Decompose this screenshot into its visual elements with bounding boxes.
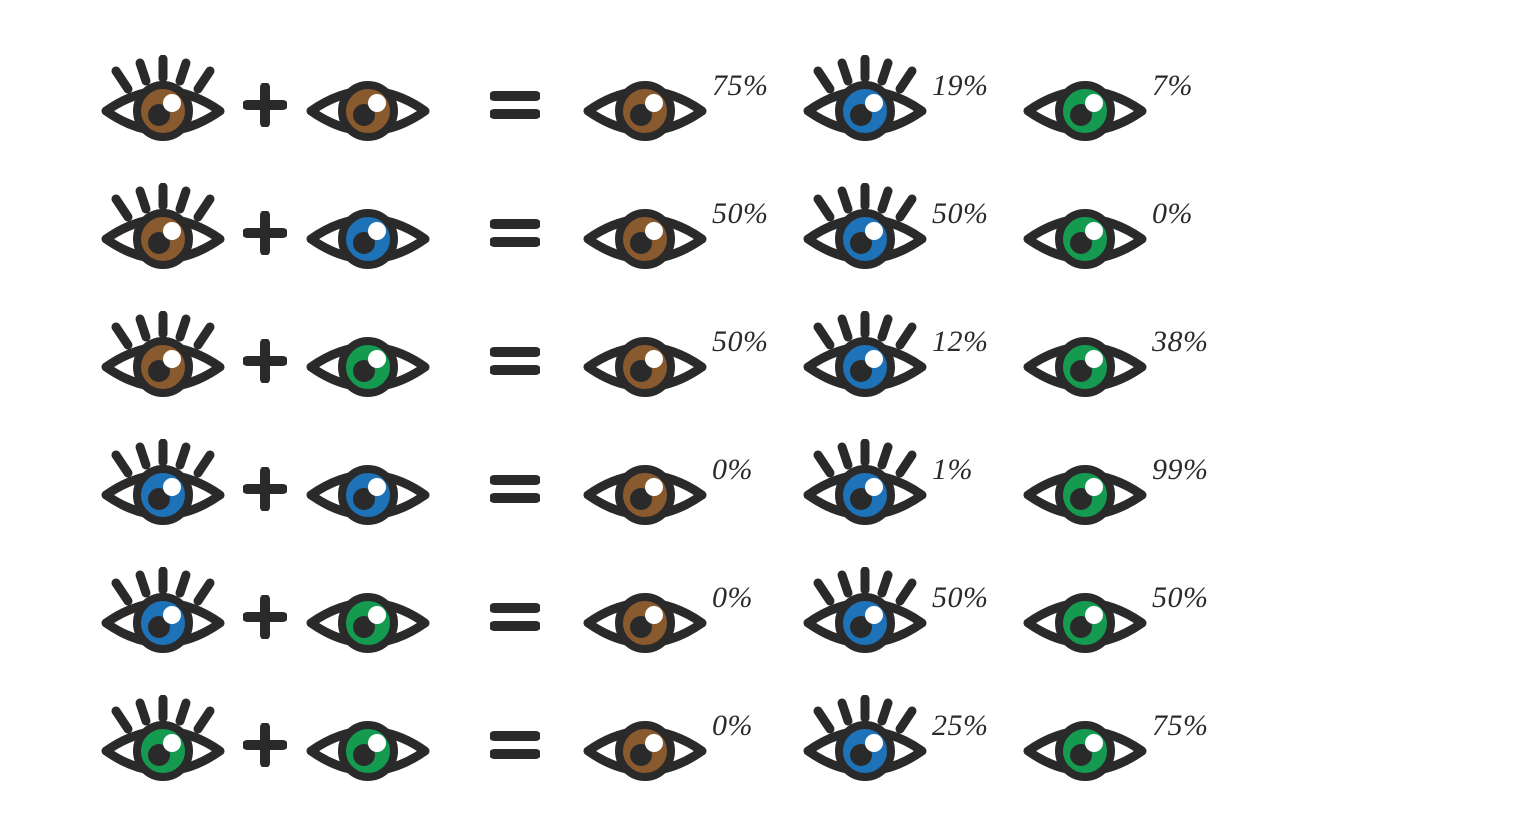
result-percent: 12% [930,311,1020,359]
result-item: 75% [1020,695,1240,795]
parent1-eye-icon [90,55,235,155]
result-item: 50% [800,567,1020,667]
combination-row: 0% 1% 99% [90,434,1430,544]
plus-icon [235,467,295,511]
result-percent: 0% [710,439,800,487]
result-eye-icon [1020,567,1150,667]
result-eye-icon [1020,695,1150,795]
result-percent: 25% [930,695,1020,743]
parent1-eye-icon [90,311,235,411]
result-eye-icon [800,55,930,155]
parent2-eye-icon [295,439,440,539]
result-eye-icon [800,439,930,539]
result-item: 19% [800,55,1020,155]
parent2-eye-icon [295,311,440,411]
result-percent: 75% [710,55,800,103]
plus-icon [235,339,295,383]
result-percent: 50% [930,183,1020,231]
equals-icon [450,730,580,760]
eye-color-chart: 75% 19% 7% [0,0,1520,840]
result-percent: 0% [710,567,800,615]
result-item: 50% [800,183,1020,283]
result-item: 12% [800,311,1020,411]
result-eye-icon [800,311,930,411]
result-item: 7% [1020,55,1240,155]
combination-row: 0% 50% 50% [90,562,1430,672]
result-percent: 1% [930,439,1020,487]
combination-row: 50% 50% 0% [90,178,1430,288]
result-eye-icon [1020,439,1150,539]
plus-icon [235,723,295,767]
result-item: 0% [1020,183,1240,283]
result-percent: 99% [1150,439,1240,487]
parent2-eye-icon [295,567,440,667]
equals-icon [450,218,580,248]
result-percent: 50% [710,183,800,231]
parent1-eye-icon [90,439,235,539]
combination-row: 75% 19% 7% [90,50,1430,160]
result-item: 50% [1020,567,1240,667]
result-eye-icon [800,183,930,283]
result-percent: 19% [930,55,1020,103]
parent2-eye-icon [295,55,440,155]
result-item: 25% [800,695,1020,795]
result-percent: 50% [1150,567,1240,615]
result-item: 0% [580,439,800,539]
result-eye-icon [580,439,710,539]
plus-icon [235,83,295,127]
result-item: 50% [580,311,800,411]
result-item: 38% [1020,311,1240,411]
result-eye-icon [800,695,930,795]
equals-icon [450,346,580,376]
result-item: 50% [580,183,800,283]
result-percent: 75% [1150,695,1240,743]
result-item: 99% [1020,439,1240,539]
result-percent: 38% [1150,311,1240,359]
result-percent: 50% [930,567,1020,615]
plus-icon [235,595,295,639]
equals-icon [450,90,580,120]
plus-icon [235,211,295,255]
combination-row: 0% 25% 75% [90,690,1430,800]
result-percent: 50% [710,311,800,359]
result-item: 1% [800,439,1020,539]
result-item: 0% [580,695,800,795]
result-eye-icon [580,183,710,283]
result-eye-icon [1020,311,1150,411]
result-eye-icon [580,311,710,411]
result-eye-icon [800,567,930,667]
result-item: 75% [580,55,800,155]
result-percent: 0% [710,695,800,743]
parent1-eye-icon [90,183,235,283]
result-percent: 0% [1150,183,1240,231]
parent1-eye-icon [90,567,235,667]
parent2-eye-icon [295,183,440,283]
equals-icon [450,602,580,632]
equals-icon [450,474,580,504]
result-percent: 7% [1150,55,1240,103]
parent1-eye-icon [90,695,235,795]
result-eye-icon [580,55,710,155]
result-eye-icon [1020,55,1150,155]
combination-row: 50% 12% 38% [90,306,1430,416]
result-eye-icon [1020,183,1150,283]
result-eye-icon [580,567,710,667]
result-item: 0% [580,567,800,667]
result-eye-icon [580,695,710,795]
parent2-eye-icon [295,695,440,795]
